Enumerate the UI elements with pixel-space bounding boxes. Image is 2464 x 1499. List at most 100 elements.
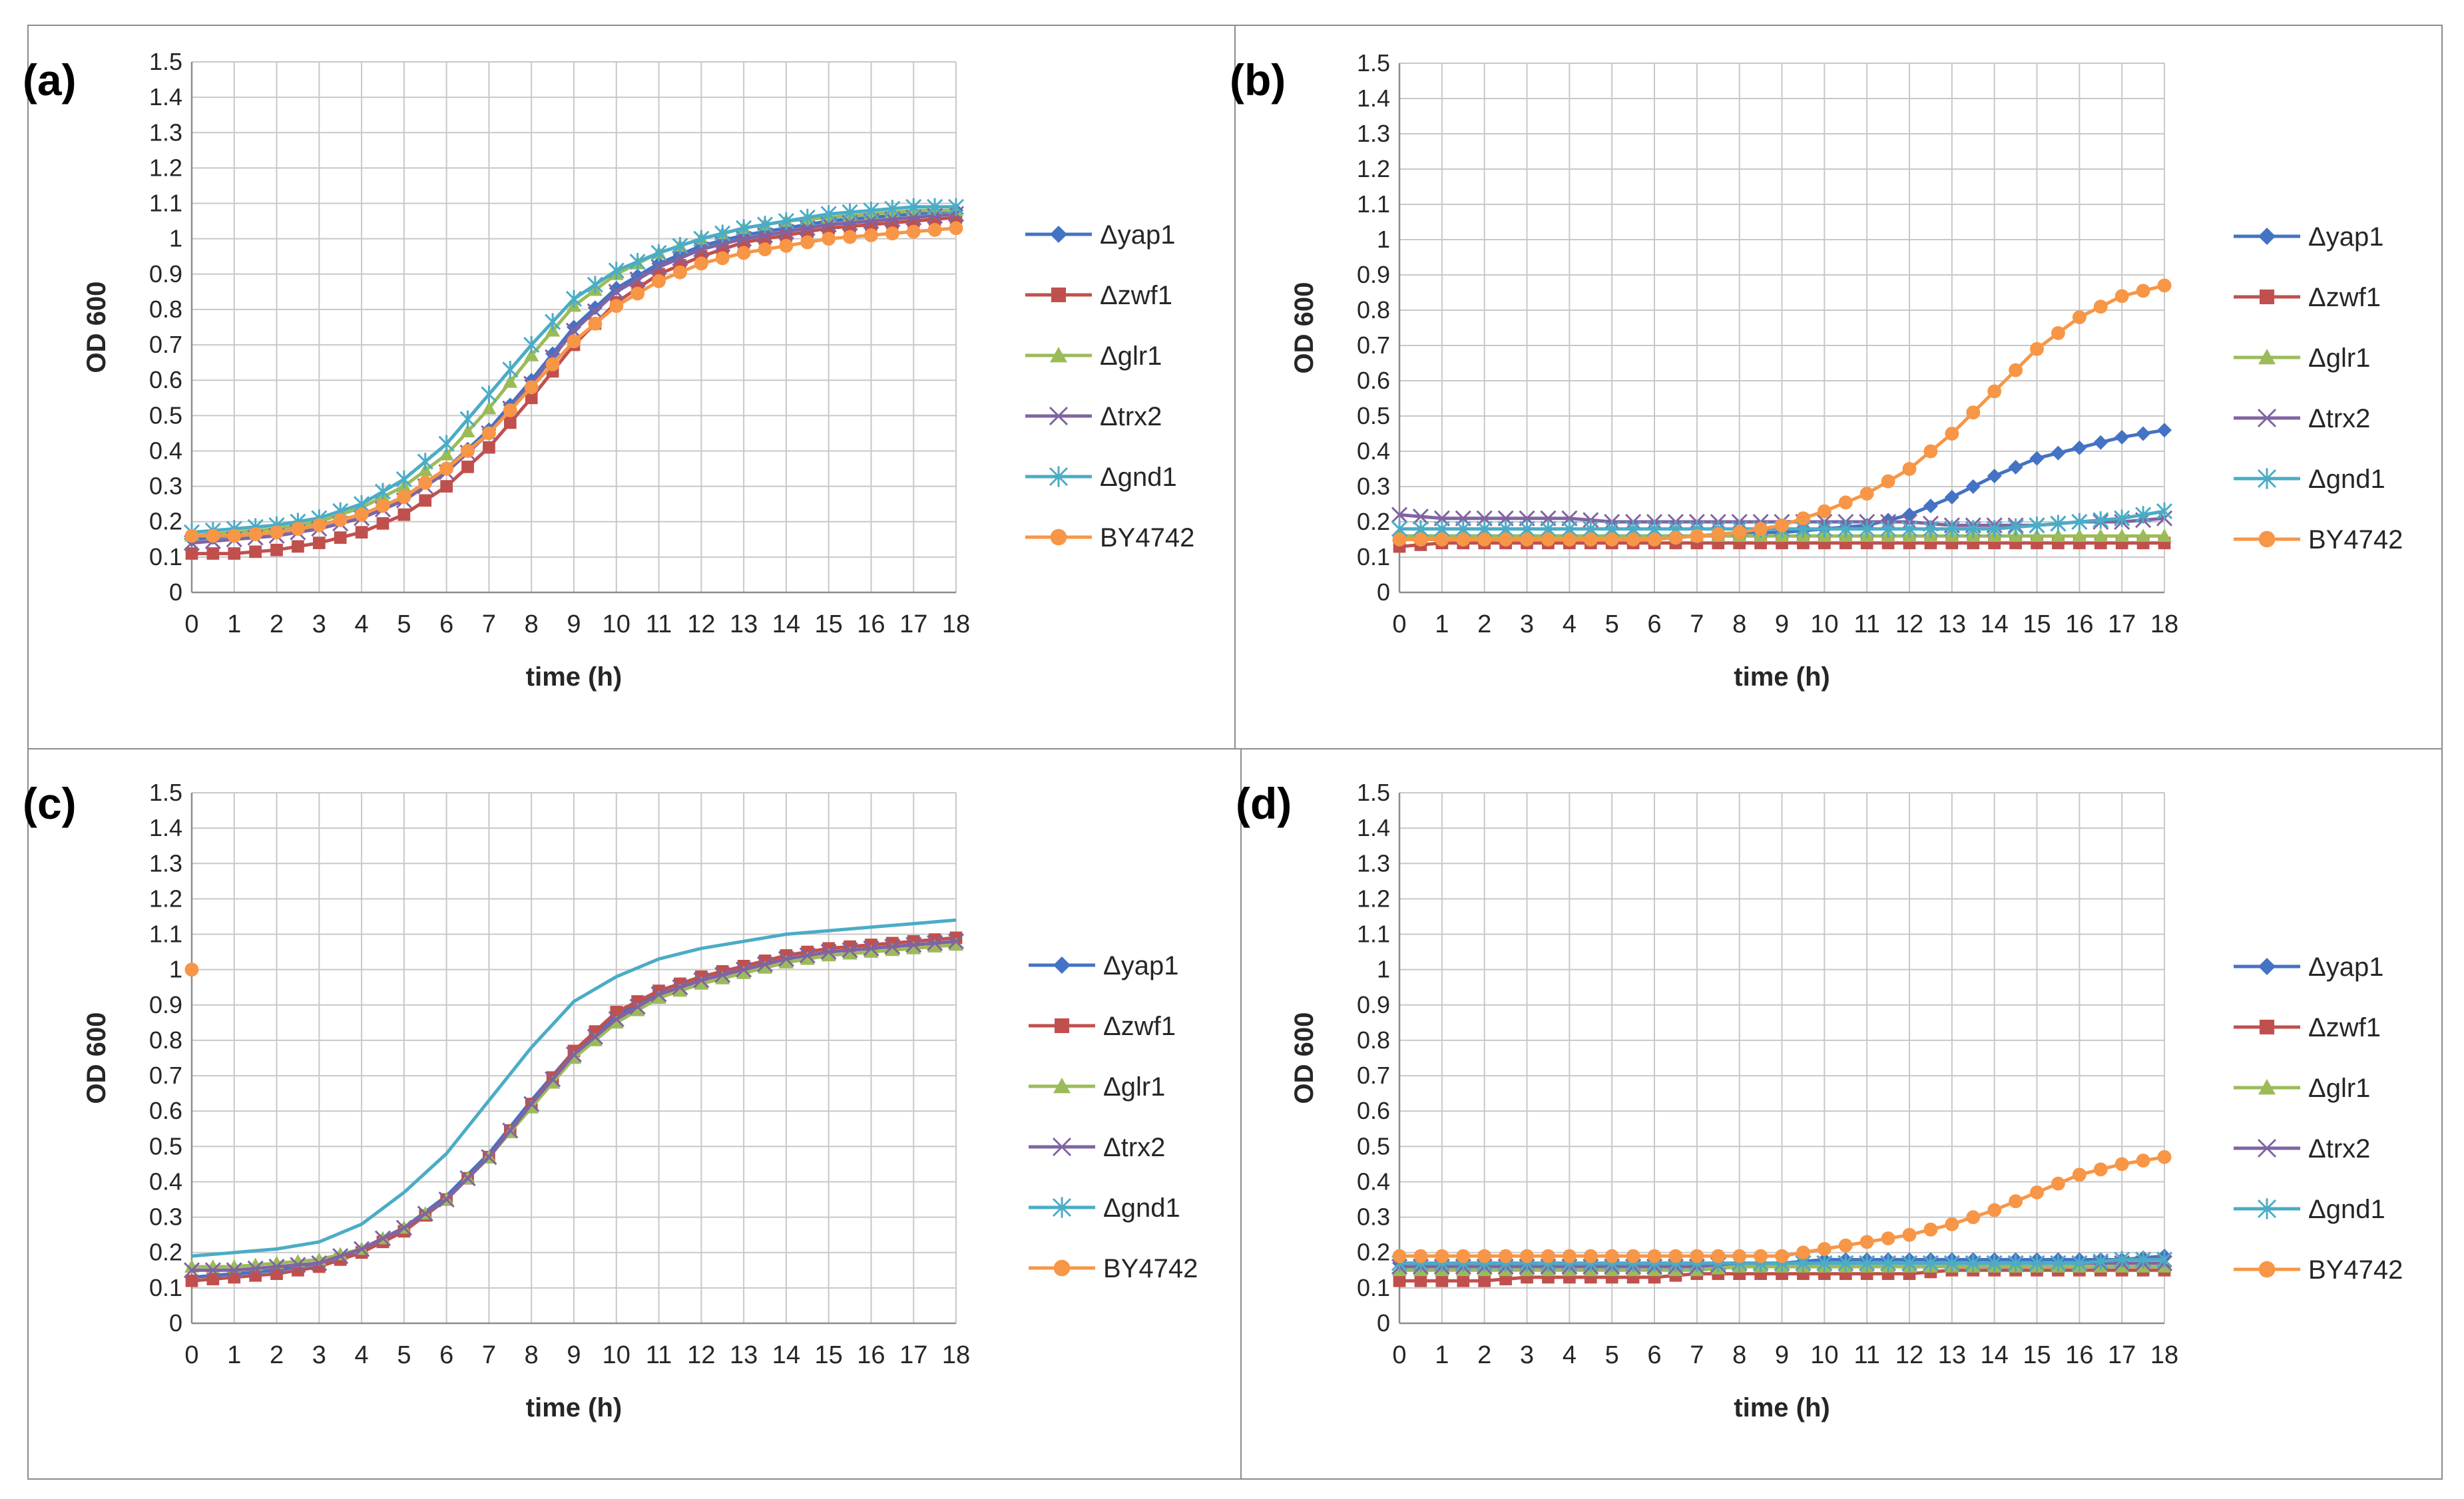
legend-marker xyxy=(2258,531,2276,548)
data-point xyxy=(905,937,922,953)
data-point xyxy=(949,937,963,951)
data-point xyxy=(715,251,730,266)
legend-item-BY4742: BY4742 xyxy=(2234,525,2403,554)
data-point xyxy=(650,244,667,262)
x-tick-label: 1 xyxy=(227,1341,241,1369)
data-point xyxy=(2051,1176,2065,1191)
legend-label: Δyap1 xyxy=(1103,951,1178,980)
series-gnd1 xyxy=(191,918,957,1258)
legend-marker xyxy=(1050,529,1067,546)
data-point xyxy=(778,955,794,968)
data-point xyxy=(270,543,283,556)
data-point xyxy=(842,203,858,222)
data-point xyxy=(249,545,262,558)
y-tick-label: 0.2 xyxy=(1357,508,1390,535)
x-tick-label: 0 xyxy=(184,610,198,638)
data-point xyxy=(1499,533,1513,546)
y-tick-label: 0.6 xyxy=(1357,1097,1390,1124)
legend: Δyap1 Δzwf1 Δglr1 Δtrx2 Δgnd1 BY4742 xyxy=(2234,953,2403,1285)
data-point xyxy=(884,939,901,955)
data-point xyxy=(395,470,412,489)
data-point xyxy=(1690,1249,1704,1263)
data-point xyxy=(2114,1251,2130,1269)
y-tick-label: 1.5 xyxy=(149,779,182,806)
data-point xyxy=(1965,1254,1981,1272)
data-point xyxy=(1881,513,1896,528)
data-point xyxy=(1986,1254,2003,1272)
data-point xyxy=(629,998,646,1015)
legend-item-zwf1: Δzwf1 xyxy=(2234,1013,2381,1042)
data-point xyxy=(1966,405,1981,420)
legend-marker xyxy=(1049,466,1069,487)
data-point xyxy=(630,286,645,301)
y-tick-label: 0.5 xyxy=(1357,1132,1390,1160)
data-point xyxy=(2030,341,2044,356)
data-point xyxy=(800,235,815,250)
legend-label: Δzwf1 xyxy=(2308,1013,2381,1042)
data-point xyxy=(1754,522,1768,536)
y-tick-label: 1.2 xyxy=(1357,885,1390,912)
legend-label: Δtrx2 xyxy=(1103,1133,1165,1162)
x-tick-label: 7 xyxy=(482,1341,496,1369)
data-point xyxy=(567,334,581,349)
data-point xyxy=(1880,520,1897,538)
series-BY4742 xyxy=(1392,1150,2172,1263)
x-tick-label: 1 xyxy=(227,610,241,638)
data-point xyxy=(587,303,603,320)
series-BY4742 xyxy=(184,221,963,543)
y-tick-label: 0.5 xyxy=(149,401,182,429)
x-tick-label: 3 xyxy=(312,610,326,638)
data-point xyxy=(460,424,475,438)
legend-label: Δglr1 xyxy=(2308,1074,2370,1103)
x-tick-label: 9 xyxy=(567,610,581,638)
y-tick-label: 0.1 xyxy=(1357,1274,1390,1301)
data-point xyxy=(228,547,241,560)
legend-label: Δgnd1 xyxy=(1103,1193,1180,1223)
data-point xyxy=(397,490,411,504)
data-point xyxy=(1859,1235,1874,1249)
legend-item-zwf1: Δzwf1 xyxy=(1025,281,1172,310)
data-point xyxy=(1987,384,2002,399)
x-tick-label: 11 xyxy=(646,610,672,638)
data-point xyxy=(1647,1249,1662,1263)
data-point xyxy=(2136,284,2150,298)
x-tick-label: 0 xyxy=(1392,610,1406,638)
data-point xyxy=(545,357,560,371)
data-point xyxy=(1626,533,1640,546)
data-point xyxy=(2114,509,2130,527)
data-point xyxy=(503,416,517,429)
data-point xyxy=(270,1267,283,1280)
legend-marker xyxy=(2258,958,2276,975)
x-tick-label: 12 xyxy=(1895,1341,1923,1369)
x-axis-title: time (h) xyxy=(1734,1393,1830,1422)
legend: Δyap1 Δzwf1 Δglr1 Δtrx2 Δgnd1 BY4742 xyxy=(1029,951,1198,1283)
legend-marker xyxy=(2257,1198,2277,1219)
data-point xyxy=(2093,1162,2108,1177)
legend-item-glr1: Δglr1 xyxy=(1029,1072,1165,1102)
y-tick-label: 0.7 xyxy=(1357,331,1390,359)
data-point xyxy=(567,320,581,335)
data-point xyxy=(1923,1222,1938,1237)
data-point xyxy=(1881,1231,1895,1245)
data-point xyxy=(736,961,752,978)
data-point xyxy=(502,361,519,379)
x-tick-label: 10 xyxy=(603,1341,630,1369)
data-point xyxy=(2029,451,2045,466)
data-point xyxy=(1816,1254,1833,1272)
legend-item-yap1: Δyap1 xyxy=(1029,951,1178,980)
legend-label: Δyap1 xyxy=(2308,222,2383,252)
data-point xyxy=(1902,462,1917,476)
x-tick-label: 16 xyxy=(857,1341,885,1369)
y-tick-label: 0.4 xyxy=(1357,437,1390,465)
y-tick-label: 1 xyxy=(169,956,182,983)
data-point xyxy=(419,494,432,507)
x-axis-title: time (h) xyxy=(1734,662,1830,692)
legend-item-gnd1: Δgnd1 xyxy=(1025,463,1177,492)
y-tick-label: 1.3 xyxy=(149,118,182,146)
data-point xyxy=(2029,529,2045,542)
legend-item-BY4742: BY4742 xyxy=(2234,1255,2403,1285)
y-axis-title: OD 600 xyxy=(1290,282,1319,374)
data-point xyxy=(587,1032,603,1046)
data-point xyxy=(1775,1249,1789,1263)
